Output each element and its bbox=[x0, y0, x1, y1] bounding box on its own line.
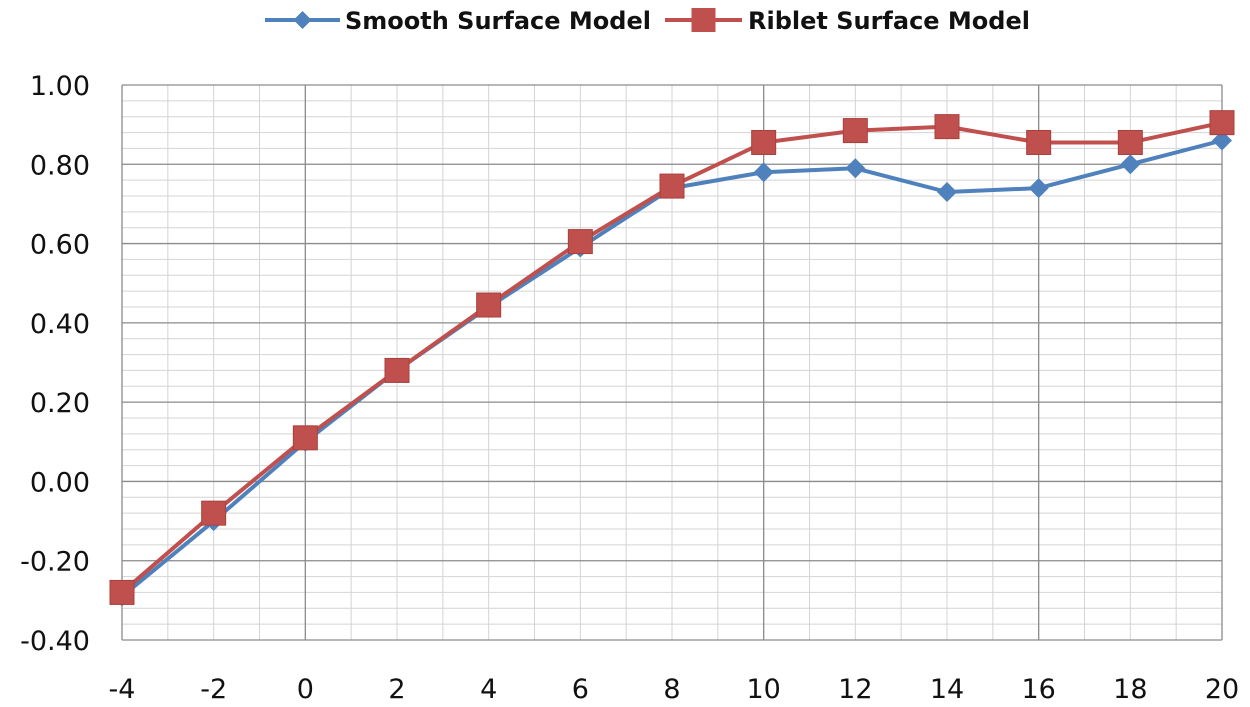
data-point-square bbox=[384, 357, 410, 383]
data-point-square bbox=[659, 173, 685, 199]
data-point-square bbox=[751, 129, 777, 155]
y-tick-label: 0.40 bbox=[30, 309, 90, 340]
y-tick-label: 0.20 bbox=[30, 388, 90, 419]
y-axis-tick-labels: 1.00 0.80 0.60 0.40 0.20 0.00 -0.20 -0.40 bbox=[20, 71, 90, 657]
legend-marker-diamond bbox=[293, 11, 312, 29]
data-point-diamond bbox=[1028, 178, 1049, 199]
data-point-square bbox=[109, 579, 135, 605]
x-tick-label: -4 bbox=[109, 674, 136, 705]
x-tick-label: 12 bbox=[838, 674, 872, 705]
x-tick-label: 2 bbox=[388, 674, 405, 705]
data-point-diamond bbox=[1120, 154, 1141, 175]
series-riblet-surface-model bbox=[109, 110, 1235, 605]
y-tick-label: 1.00 bbox=[30, 71, 90, 102]
data-point-diamond bbox=[753, 162, 774, 183]
data-point-diamond bbox=[937, 182, 957, 203]
y-tick-label: 0.00 bbox=[30, 467, 90, 498]
y-tick-label: 0.60 bbox=[30, 230, 90, 261]
data-point-square bbox=[476, 292, 502, 318]
y-tick-label: 0.80 bbox=[30, 150, 90, 181]
x-tick-label: 18 bbox=[1113, 674, 1147, 705]
y-tick-label: -0.40 bbox=[20, 626, 90, 657]
x-tick-label: 8 bbox=[663, 674, 680, 705]
series-layer bbox=[109, 110, 1235, 607]
legend: Smooth Surface Model Riblet Surface Model bbox=[265, 7, 1030, 35]
x-tick-label: 4 bbox=[480, 674, 497, 705]
x-tick-label: 16 bbox=[1021, 674, 1055, 705]
x-tick-label: 0 bbox=[297, 674, 314, 705]
y-tick-label: -0.20 bbox=[20, 547, 90, 578]
legend-label: Smooth Surface Model bbox=[345, 7, 651, 35]
x-tick-label: 20 bbox=[1205, 674, 1239, 705]
data-point-square bbox=[842, 118, 868, 144]
data-point-diamond bbox=[1212, 130, 1232, 151]
legend-marker-square bbox=[691, 8, 716, 32]
data-point-square bbox=[934, 114, 960, 140]
x-tick-label: -2 bbox=[200, 674, 227, 705]
legend-item-riblet-surface-model: Riblet Surface Model bbox=[665, 7, 1030, 35]
legend-item-smooth-surface-model: Smooth Surface Model bbox=[265, 7, 651, 35]
data-point-square bbox=[1209, 110, 1235, 136]
data-point-square bbox=[567, 229, 593, 255]
legend-label: Riblet Surface Model bbox=[748, 7, 1030, 35]
x-tick-label: 14 bbox=[930, 674, 964, 705]
x-tick-label: 10 bbox=[746, 674, 780, 705]
minor-gridlines bbox=[121, 84, 1223, 641]
data-point-square bbox=[1026, 129, 1052, 155]
data-point-square bbox=[292, 425, 318, 451]
data-point-diamond bbox=[845, 158, 866, 179]
x-axis-tick-labels: -4 -2 0 2 4 6 8 10 12 14 16 18 20 bbox=[109, 674, 1240, 705]
data-point-square bbox=[201, 500, 227, 526]
data-point-square bbox=[1117, 129, 1143, 155]
x-tick-label: 6 bbox=[572, 674, 589, 705]
